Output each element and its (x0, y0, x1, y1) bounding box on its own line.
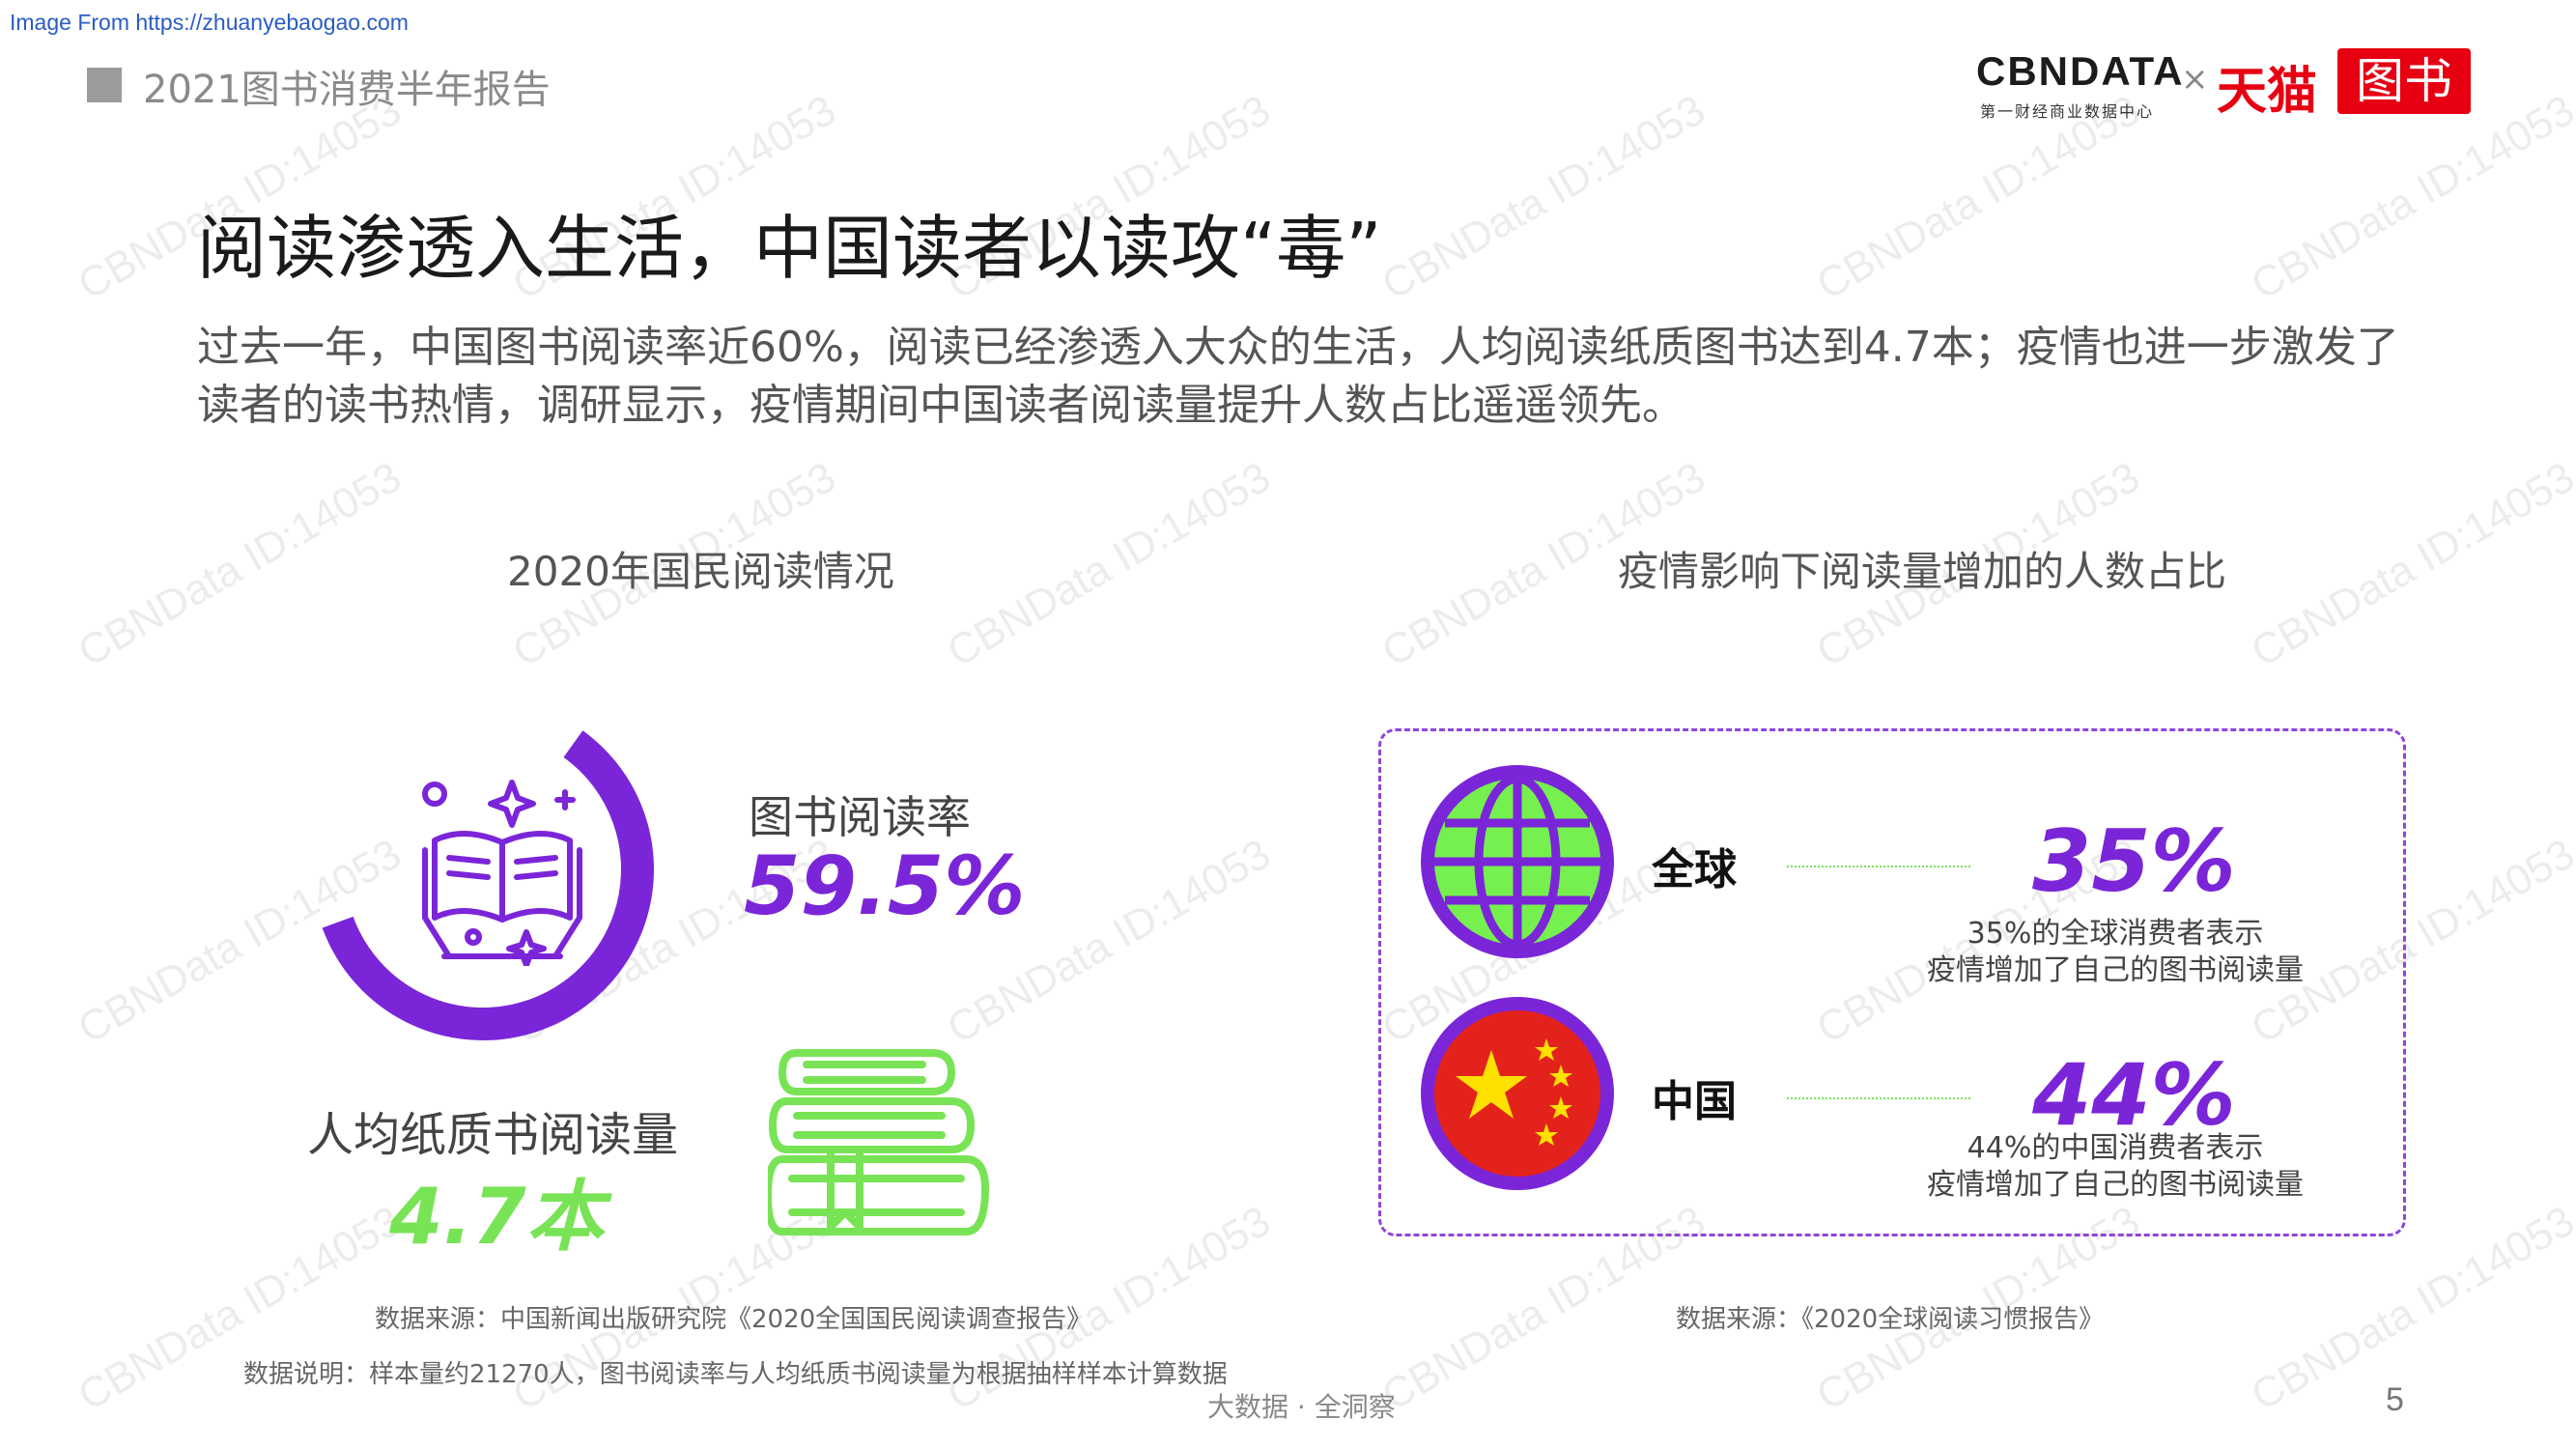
left-data-source: 数据来源：中国新闻出版研究院《2020全国国民阅读调查报告》 (375, 1305, 1092, 1334)
reading-rate-value: 59.5% (744, 838, 1026, 933)
tmall-logo: 天猫 (2217, 63, 2318, 121)
tushu-logo: 图书 (2337, 48, 2471, 114)
book-stack-icon (768, 1049, 989, 1236)
global-percent: 35% (2032, 811, 2236, 911)
logo-separator: × (2181, 60, 2209, 99)
right-data-source: 数据来源：《2020全球阅读习惯报告》 (1676, 1305, 2105, 1334)
open-book-reader-icon (422, 780, 582, 966)
source-banner[interactable]: Image From https://zhuanyebaogao.com (10, 10, 409, 35)
books-per-capita-label: 人均纸质书阅读量 (307, 1108, 679, 1162)
global-leader-line (1787, 866, 1970, 867)
china-flag-icon (1421, 997, 1614, 1190)
report-title: 2021图书消费半年报告 (143, 68, 551, 112)
left-data-description: 数据说明：样本量约21270人，图书阅读率与人均纸质书阅读量为根据抽样样本计算数… (243, 1360, 1228, 1389)
reading-rate-label: 图书阅读率 (749, 791, 971, 843)
page-number: 5 (2386, 1381, 2404, 1418)
global-note-line1: 35%的全球消费者表示 (1967, 917, 2264, 951)
watermark-text: CBNData ID:14053 (2243, 453, 2576, 676)
china-label: 中国 (1652, 1077, 1737, 1126)
watermark-text: CBNData ID:14053 (939, 453, 1279, 676)
intro-paragraph: 过去一年，中国图书阅读率近60%，阅读已经渗透入大众的生活，人均阅读纸质图书达到… (197, 323, 2399, 430)
global-note-line2: 疫情增加了自己的图书阅读量 (1927, 953, 2304, 987)
reading-rate-ring (311, 698, 654, 1040)
header-square-icon (87, 68, 122, 102)
left-section-title: 2020年国民阅读情况 (507, 548, 894, 595)
cbndata-logo: CBNDATA (1976, 48, 2185, 94)
footer-slogan: 大数据 · 全洞察 (1207, 1391, 1396, 1423)
china-leader-line (1787, 1097, 1970, 1099)
watermark-text: CBNData ID:14053 (1373, 86, 1713, 309)
cbndata-logo-subtitle: 第一财经商业数据中心 (1980, 102, 2155, 121)
watermark-text: CBNData ID:14053 (70, 453, 410, 676)
china-note-line2: 疫情增加了自己的图书阅读量 (1927, 1168, 2304, 1202)
china-percent: 44% (2032, 1045, 2236, 1145)
page-title: 阅读渗透入生活，中国读者以读攻“毒” (197, 208, 1382, 289)
global-note: 35%的全球消费者表示 疫情增加了自己的图书阅读量 (1893, 916, 2337, 989)
right-section-title: 疫情影响下阅读量增加的人数占比 (1618, 548, 2227, 595)
china-note: 44%的中国消费者表示 疫情增加了自己的图书阅读量 (1893, 1130, 2337, 1204)
globe-icon (1421, 765, 1614, 958)
global-label: 全球 (1652, 845, 1737, 895)
china-note-line1: 44%的中国消费者表示 (1967, 1131, 2264, 1165)
books-per-capita-value: 4.7本 (389, 1172, 604, 1262)
comparison-panel (1378, 728, 2406, 1236)
